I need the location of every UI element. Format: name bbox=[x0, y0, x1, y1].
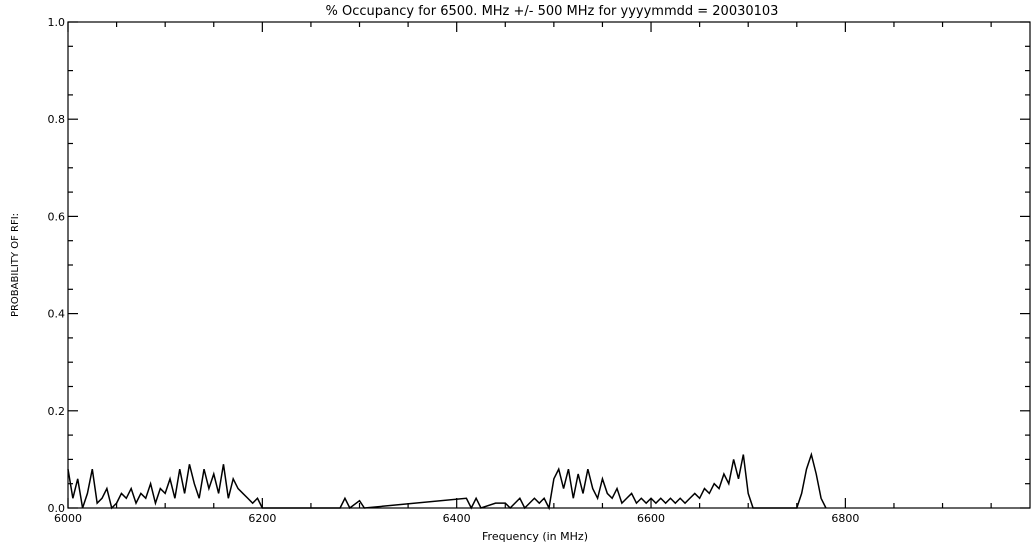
x-tick-label: 6600 bbox=[637, 512, 665, 525]
x-tick-label: 6200 bbox=[248, 512, 276, 525]
occupancy-line bbox=[67, 451, 827, 511]
plot-frame bbox=[67, 21, 1031, 509]
y-tick-label: 0.0 bbox=[48, 502, 66, 515]
y-tick-label: 1.0 bbox=[48, 16, 66, 29]
y-tick-label: 0.4 bbox=[48, 308, 66, 321]
x-tick-label: 6000 bbox=[54, 512, 82, 525]
y-tick-label: 0.6 bbox=[48, 210, 66, 223]
x-tick-label: 6400 bbox=[443, 512, 471, 525]
x-axis-label: Frequency (in MHz) bbox=[482, 530, 588, 543]
x-tick-label: 6800 bbox=[831, 512, 859, 525]
y-tick-label: 0.8 bbox=[48, 113, 66, 126]
chart-title: % Occupancy for 6500. MHz +/- 500 MHz fo… bbox=[326, 4, 779, 19]
y-axis-label: PROBABILITY OF RFI: bbox=[10, 213, 21, 317]
y-tick-label: 0.2 bbox=[48, 405, 66, 418]
